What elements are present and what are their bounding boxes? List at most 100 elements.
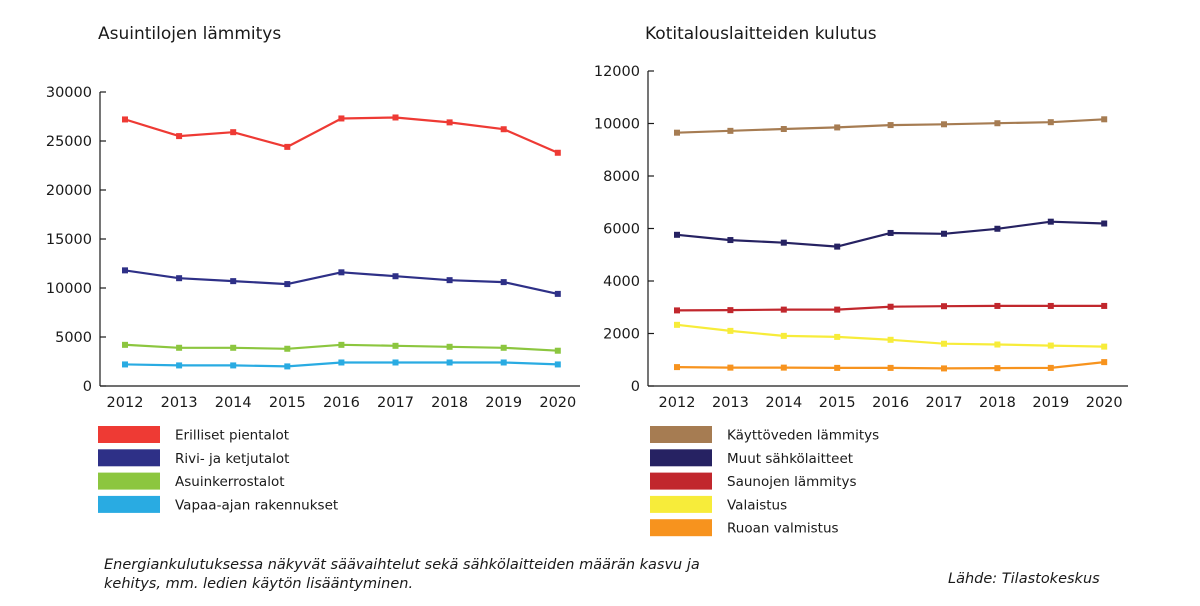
chart1-series-vapaa-ajan-rakennukset-point bbox=[392, 359, 399, 366]
chart2-series-kayttoveden-lammitys-point bbox=[674, 129, 680, 136]
chart2-series-saunojen-lammitys-point bbox=[1101, 302, 1108, 309]
chart1-y-tick-label: 15000 bbox=[46, 232, 92, 248]
chart2-x-tick-label: 2015 bbox=[819, 395, 856, 411]
chart1-y-tick-label: 20000 bbox=[46, 183, 92, 199]
chart1-legend-label: Vapaa-ajan rakennukset bbox=[175, 497, 338, 513]
chart2-series-saunojen-lammitys-point bbox=[994, 302, 1001, 309]
chart2-series-muut-sahkolaitteet-point bbox=[674, 231, 680, 238]
chart2-legend-label: Saunojen lämmitys bbox=[727, 474, 857, 490]
chart1-x-tick-label: 2016 bbox=[323, 395, 360, 411]
chart2-series-muut-sahkolaitteet-point bbox=[941, 230, 947, 237]
chart2-x-tick-label: 2013 bbox=[712, 395, 749, 411]
chart1-series-rivi-ja-ketjutalot-point bbox=[500, 279, 507, 286]
chart1-series-asuinkerrostalot-point bbox=[392, 342, 399, 349]
chart1-series-vapaa-ajan-rakennukset-point bbox=[554, 361, 561, 368]
chart1-x-tick-label: 2013 bbox=[161, 395, 198, 411]
chart2-legend-swatch bbox=[650, 426, 712, 443]
chart1-legend-label: Asuinkerrostalot bbox=[175, 474, 285, 490]
chart2-legend-label: Valaistus bbox=[727, 497, 787, 513]
chart2-series-valaistus-point bbox=[1101, 343, 1108, 350]
chart2-series-muut-sahkolaitteet-point bbox=[1101, 220, 1108, 227]
chart1-series-erilliset-pientalot-point bbox=[554, 149, 561, 156]
chart2-series-saunojen-lammitys-point bbox=[780, 306, 787, 313]
chart2-title: Kotitalouslaitteiden kulutus bbox=[645, 24, 877, 44]
chart1-series-asuinkerrostalot-point bbox=[446, 343, 453, 350]
chart1-x-tick-label: 2019 bbox=[485, 395, 522, 411]
chart1-series-asuinkerrostalot-point bbox=[338, 341, 345, 348]
chart1-series-rivi-ja-ketjutalot-point bbox=[338, 269, 345, 276]
chart1-series-erilliset-pientalot-line bbox=[124, 116, 559, 154]
chart1-series-vapaa-ajan-rakennukset-point bbox=[230, 362, 237, 369]
chart1-x-tick-label: 2014 bbox=[215, 395, 252, 411]
chart2-legend-label: Ruoan valmistus bbox=[727, 521, 839, 537]
chart2-y-tick-label: 10000 bbox=[594, 117, 640, 133]
chart1-legend-swatch bbox=[98, 426, 160, 443]
chart1-series-erilliset-pientalot-point bbox=[500, 126, 507, 133]
chart1-series-erilliset-pientalot-point bbox=[446, 119, 453, 126]
chart1-x-tick-label: 2018 bbox=[431, 395, 468, 411]
chart2-series-valaistus-point bbox=[1047, 342, 1054, 349]
chart2-series-saunojen-lammitys-point bbox=[674, 307, 680, 314]
chart2-legend-label: Muut sähkölaitteet bbox=[727, 451, 853, 467]
chart1-series-vapaa-ajan-rakennukset-point bbox=[446, 359, 453, 366]
chart1-series-vapaa-ajan-rakennukset-point bbox=[338, 359, 345, 366]
chart2-series-ruoan-valmistus-point bbox=[834, 364, 841, 371]
chart2-series-ruoan-valmistus-point bbox=[941, 365, 947, 372]
chart1-legend-label: Erilliset pientalot bbox=[175, 428, 289, 444]
chart2-x-tick-label: 2020 bbox=[1086, 395, 1123, 411]
chart2-y-tick-label: 12000 bbox=[594, 64, 640, 80]
chart1-series-erilliset-pientalot-point bbox=[338, 115, 345, 122]
chart2-series-valaistus-point bbox=[834, 333, 841, 340]
chart1-y-tick-label: 25000 bbox=[46, 134, 92, 150]
chart2-series-valaistus-point bbox=[674, 321, 680, 328]
chart2-series-saunojen-lammitys-point bbox=[727, 307, 734, 314]
chart2-series-kayttoveden-lammitys-point bbox=[834, 124, 841, 131]
chart2-legend-label: Käyttöveden lämmitys bbox=[727, 428, 879, 444]
footnote: Energiankulutuksessa näkyvät säävaihtelu… bbox=[104, 557, 700, 592]
chart2-series-muut-sahkolaitteet-point bbox=[887, 229, 894, 236]
chart2-series-ruoan-valmistus-point bbox=[1047, 364, 1054, 371]
chart2-x-tick-label: 2012 bbox=[659, 395, 696, 411]
chart2-y-tick-label: 2000 bbox=[603, 327, 640, 343]
chart2-series-kayttoveden-lammitys-point bbox=[780, 126, 787, 133]
chart1-legend-swatch bbox=[98, 449, 160, 467]
chart2-series-kayttoveden-lammitys-point bbox=[941, 121, 947, 128]
chart1-series-erilliset-pientalot-point bbox=[284, 143, 291, 150]
chart2-series-ruoan-valmistus-point bbox=[887, 364, 894, 371]
chart1-series-vapaa-ajan-rakennukset-point bbox=[500, 359, 507, 366]
chart2-series-saunojen-lammitys-point bbox=[887, 303, 894, 310]
chart2-series-valaistus-line bbox=[676, 323, 1105, 348]
chart2-series-ruoan-valmistus-point bbox=[994, 365, 1001, 372]
chart1-series-vapaa-ajan-rakennukset-point bbox=[176, 362, 183, 369]
chart2-series-kayttoveden-lammitys-point bbox=[1047, 119, 1054, 126]
chart1-x-tick-label: 2015 bbox=[269, 395, 306, 411]
chart2-legend-swatch bbox=[650, 495, 712, 513]
chart1-x-tick-label: 2012 bbox=[107, 395, 144, 411]
chart1-series-erilliset-pientalot-point bbox=[122, 116, 128, 123]
chart2-series-muut-sahkolaitteet-point bbox=[834, 243, 841, 250]
chart2-series-ruoan-valmistus-point bbox=[727, 364, 734, 371]
chart2-series-saunojen-lammitys-point bbox=[1047, 302, 1054, 309]
chart2-series-muut-sahkolaitteet-point bbox=[1047, 218, 1054, 225]
chart1-y-tick-label: 30000 bbox=[46, 85, 92, 101]
chart1-y-tick-label: 0 bbox=[83, 379, 92, 395]
chart1-series-vapaa-ajan-rakennukset-point bbox=[122, 361, 128, 368]
chart1-series-rivi-ja-ketjutalot-point bbox=[284, 281, 291, 288]
chart1-series-rivi-ja-ketjutalot-point bbox=[230, 278, 237, 285]
chart2-legend-swatch bbox=[650, 449, 712, 467]
chart1-series-rivi-ja-ketjutalot-point bbox=[554, 290, 561, 297]
chart2-series-muut-sahkolaitteet-point bbox=[727, 237, 734, 244]
chart2-x-tick-label: 2019 bbox=[1032, 395, 1069, 411]
chart1-series-asuinkerrostalot-point bbox=[176, 344, 183, 351]
chart2-legend-swatch bbox=[650, 519, 712, 537]
chart1-series-rivi-ja-ketjutalot-point bbox=[176, 275, 183, 282]
chart2-x-tick-label: 2014 bbox=[765, 395, 802, 411]
chart1-series-rivi-ja-ketjutalot-point bbox=[392, 273, 399, 280]
chart2-series-muut-sahkolaitteet-point bbox=[994, 225, 1001, 232]
chart2-series-ruoan-valmistus-point bbox=[780, 364, 787, 371]
chart2-series-kayttoveden-lammitys-point bbox=[727, 127, 734, 134]
chart2-y-tick-label: 4000 bbox=[603, 274, 640, 290]
chart2-series-valaistus-point bbox=[780, 332, 787, 339]
chart1-series-erilliset-pientalot-point bbox=[176, 133, 183, 140]
